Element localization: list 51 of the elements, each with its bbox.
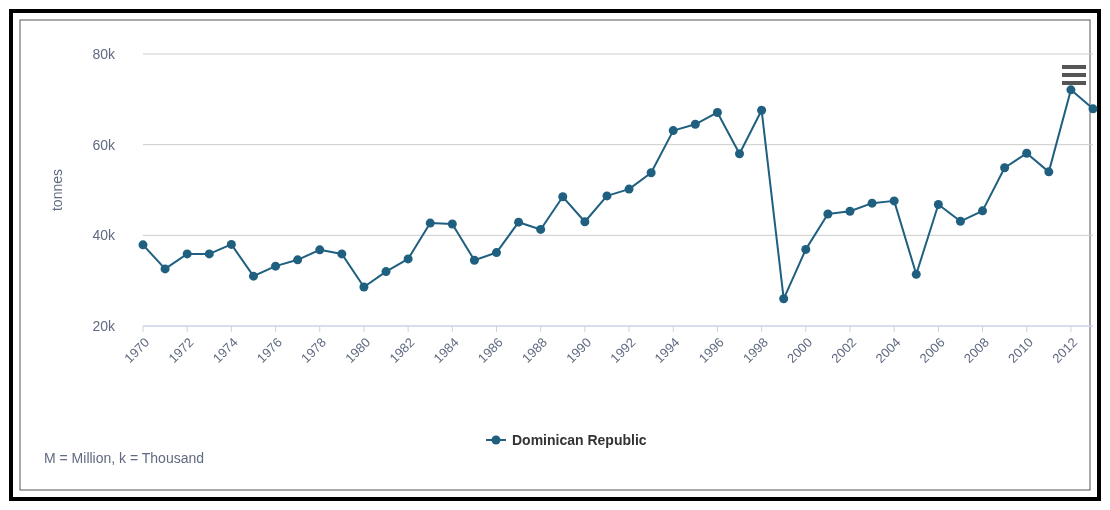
point	[668, 126, 678, 136]
point	[425, 218, 435, 228]
y-tick-label: 60k	[92, 136, 116, 153]
point	[1088, 104, 1098, 114]
y-tick-label: 40k	[92, 227, 116, 244]
point	[867, 198, 877, 208]
y-axis-title: tonnes	[49, 168, 65, 212]
point	[779, 294, 789, 304]
point	[1066, 85, 1076, 95]
text: M = Million, k = Thousand	[44, 449, 205, 466]
point	[1044, 167, 1054, 177]
point	[757, 105, 767, 115]
point	[823, 209, 833, 219]
point	[315, 245, 325, 255]
y-tick-label: 80k	[92, 45, 116, 62]
point	[226, 239, 236, 249]
y-tick-label: 20k	[92, 317, 116, 334]
point	[580, 217, 590, 227]
point	[801, 244, 811, 254]
point	[293, 255, 303, 265]
point	[712, 107, 722, 117]
point	[536, 224, 546, 234]
point	[690, 119, 700, 129]
point	[204, 249, 214, 259]
point	[447, 219, 457, 229]
point	[160, 264, 170, 274]
legend-label: Dominican Republic	[512, 431, 647, 448]
point	[182, 249, 192, 259]
point	[138, 240, 148, 250]
point	[889, 196, 899, 206]
point	[845, 206, 855, 216]
point	[911, 269, 921, 279]
point	[491, 248, 501, 258]
point	[558, 192, 568, 202]
point	[337, 249, 347, 259]
point	[359, 282, 369, 292]
point	[933, 200, 943, 210]
point	[248, 271, 258, 281]
point	[735, 149, 745, 159]
point	[1022, 148, 1032, 158]
point	[1000, 163, 1010, 173]
point	[469, 255, 479, 265]
point	[271, 261, 281, 271]
point	[624, 184, 634, 194]
point	[602, 191, 612, 201]
point	[978, 206, 988, 216]
point	[955, 216, 965, 226]
point	[403, 254, 413, 264]
point	[381, 267, 391, 277]
point	[646, 168, 656, 178]
point	[514, 217, 524, 227]
